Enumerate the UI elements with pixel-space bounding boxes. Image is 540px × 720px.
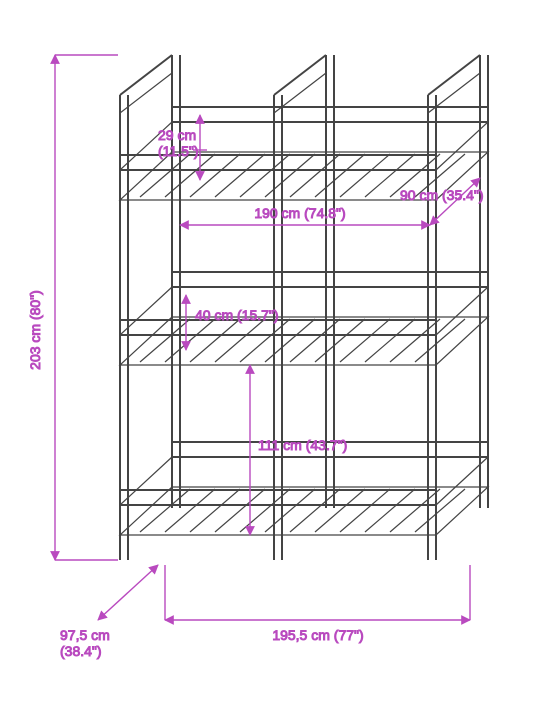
dim-height-total: 203 cm (80") (27, 290, 43, 370)
dimension-diagram: 203 cm (80") 97,5 cm (38.4") 195,5 cm (7… (0, 0, 540, 720)
dim-mid-to-bottom: 111 cm (43.7") (258, 437, 347, 453)
dim-mattress-width: 190 cm (74.8") (254, 205, 345, 221)
dim-rail-height: 40 cm (15.7") (195, 307, 279, 323)
dim-depth: 97,5 cm (38.4") (60, 627, 114, 659)
dim-rail-to-top: 29 cm (11.5") (158, 127, 200, 159)
dim-width-total: 195,5 cm (77") (272, 627, 363, 643)
dim-mattress-depth: 90 cm (35.4") (400, 187, 484, 203)
dimensions: 203 cm (80") 97,5 cm (38.4") 195,5 cm (7… (27, 55, 484, 659)
